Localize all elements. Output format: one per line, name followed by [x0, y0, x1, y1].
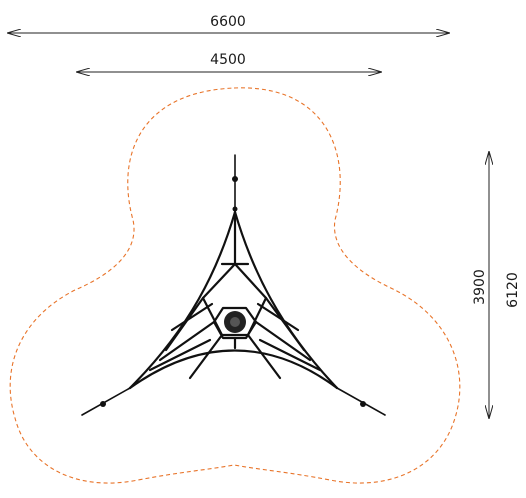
rope-net [81, 154, 386, 416]
middle-ring-rope [201, 262, 268, 337]
overall-width-dimension: 6600 [8, 14, 449, 33]
net-width-dimension: 4500 [77, 52, 381, 72]
left-mast [81, 387, 131, 416]
left-mast-knob [100, 401, 106, 407]
overall-width-label: 6600 [210, 14, 246, 30]
radial-rope-right [264, 296, 306, 352]
outer-rope-bottom [128, 349, 339, 390]
cross-rope-left-lower [158, 320, 216, 362]
safety-zone-outline [9, 87, 461, 484]
cross-rope-left-upper [170, 302, 214, 332]
cross-rope-right-upper [256, 302, 300, 332]
top-mast-knob [232, 176, 238, 182]
net-width-label: 4500 [210, 52, 246, 68]
right-mast-knob [360, 401, 366, 407]
cross-rope-right-bottom [258, 338, 322, 372]
center-hub-core [230, 317, 240, 327]
radial-rope-bottom-right [246, 333, 282, 380]
cross-rope-left-bottom [148, 338, 212, 372]
cross-rope-right-lower [254, 320, 312, 362]
overall-depth-label: 6120 [505, 272, 521, 308]
net-depth-label: 3900 [472, 269, 488, 305]
radial-rope-left [164, 296, 205, 352]
right-mast [336, 387, 386, 416]
radial-rope-bottom-left [188, 333, 224, 380]
top-mast-knob-lower [232, 206, 238, 212]
outer-rope-right [233, 210, 339, 390]
outer-rope-left [128, 210, 237, 390]
depth-dimension: 3900 6120 [472, 152, 521, 418]
